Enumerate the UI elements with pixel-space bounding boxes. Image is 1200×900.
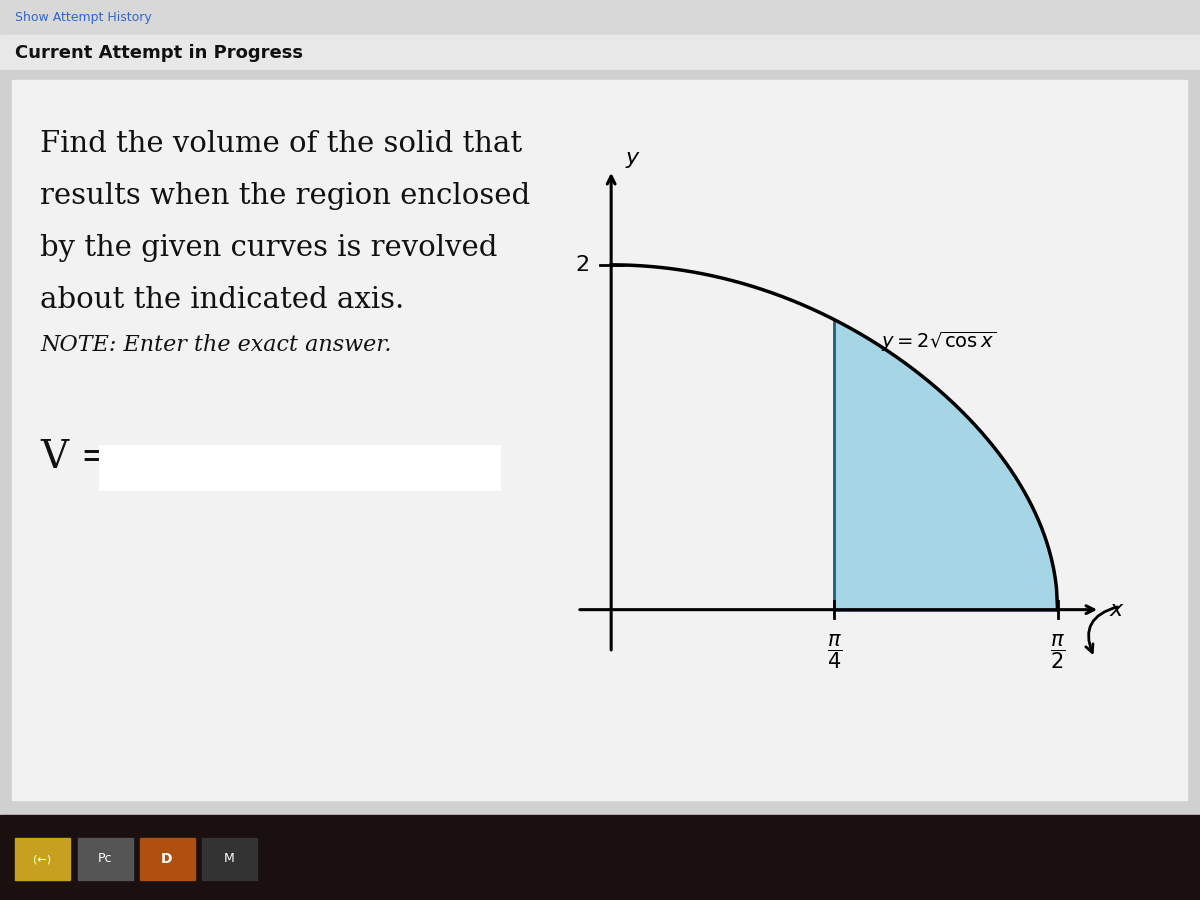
Bar (100, 446, 500, 490)
Text: $\dfrac{\pi}{2}$: $\dfrac{\pi}{2}$ (1050, 632, 1066, 670)
Text: Show Attempt History: Show Attempt History (14, 12, 151, 24)
Text: D: D (161, 852, 173, 866)
Bar (0, 815, 1200, 900)
Bar (0, 35, 1200, 70)
Text: $\dfrac{\pi}{4}$: $\dfrac{\pi}{4}$ (827, 632, 842, 670)
Text: $2$: $2$ (575, 254, 588, 275)
Text: $y = 2\sqrt{\cos x}$: $y = 2\sqrt{\cos x}$ (881, 330, 996, 355)
Text: $x$: $x$ (1109, 598, 1124, 621)
Text: Find the volume of the solid that: Find the volume of the solid that (40, 130, 522, 158)
Text: Pc: Pc (97, 852, 113, 866)
Text: about the indicated axis.: about the indicated axis. (40, 286, 404, 314)
Text: $y$: $y$ (625, 148, 641, 170)
Bar (140, 838, 194, 880)
Text: Current Attempt in Progress: Current Attempt in Progress (14, 44, 302, 62)
Bar (12, 80, 1187, 800)
Bar (14, 838, 70, 880)
Bar (0, 0, 1200, 35)
Text: results when the region enclosed: results when the region enclosed (40, 182, 530, 210)
Text: NOTE: Enter the exact answer.: NOTE: Enter the exact answer. (40, 334, 391, 356)
Text: by the given curves is revolved: by the given curves is revolved (40, 234, 497, 262)
Bar (0, 70, 1200, 815)
Bar (202, 838, 257, 880)
Text: V =: V = (40, 439, 113, 476)
Text: M: M (223, 852, 234, 866)
Bar (78, 838, 133, 880)
Text: (←): (←) (32, 854, 52, 864)
